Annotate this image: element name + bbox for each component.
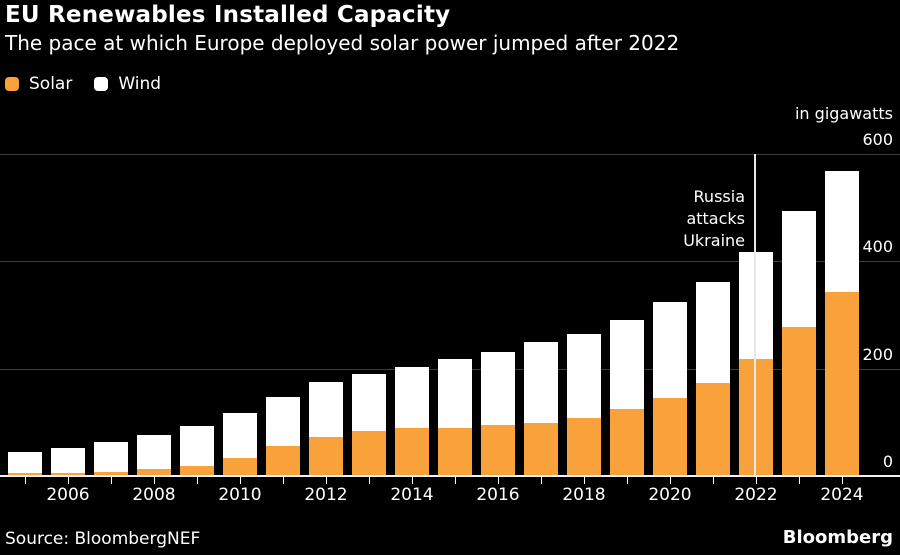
bar-segment-wind-2014 xyxy=(395,366,429,429)
y-axis-label-600: 600 xyxy=(862,129,893,149)
y-axis-label-400: 400 xyxy=(862,237,893,256)
x-tick-2012 xyxy=(326,477,327,484)
x-tick-2007 xyxy=(111,477,112,484)
bar-segment-wind-2022 xyxy=(739,251,773,359)
x-tick-2006 xyxy=(68,477,69,484)
bar-segment-solar-2011 xyxy=(266,445,300,475)
bar-segment-solar-2024 xyxy=(825,291,859,475)
bar-segment-solar-2014 xyxy=(395,428,429,475)
x-tick-2022 xyxy=(756,477,757,484)
bar-segment-wind-2019 xyxy=(610,320,644,409)
gridline-600 xyxy=(0,154,900,155)
event-annotation-line-2: attacks xyxy=(686,209,745,228)
bar-segment-wind-2007 xyxy=(94,442,128,472)
y-axis-label-200: 200 xyxy=(862,344,893,364)
x-tick-2020 xyxy=(670,477,671,484)
x-tick-2017 xyxy=(541,477,542,484)
bar-segment-solar-2022 xyxy=(739,358,773,475)
legend-item-wind: Wind xyxy=(94,74,161,94)
bar-segment-solar-2017 xyxy=(524,422,558,475)
x-tick-2014 xyxy=(412,477,413,484)
bar-segment-wind-2006 xyxy=(51,447,85,473)
bar-segment-solar-2021 xyxy=(696,382,730,475)
bar-segment-wind-2005 xyxy=(8,451,42,474)
bar-segment-wind-2020 xyxy=(653,302,687,399)
bar-segment-wind-2011 xyxy=(266,397,300,446)
x-tick-2023 xyxy=(799,477,800,484)
x-tick-2024 xyxy=(842,477,843,484)
bar-segment-wind-2017 xyxy=(524,342,558,423)
x-axis-label-2008: 2008 xyxy=(132,485,176,505)
x-axis-label-2022: 2022 xyxy=(734,485,778,505)
x-tick-2008 xyxy=(154,477,155,484)
bar-segment-wind-2021 xyxy=(696,281,730,383)
bar-segment-wind-2009 xyxy=(180,426,214,466)
bar-segment-solar-2015 xyxy=(438,427,472,475)
bar-segment-wind-2013 xyxy=(352,373,386,432)
bar-segment-solar-2023 xyxy=(782,326,816,475)
x-axis-label-2014: 2014 xyxy=(390,485,434,505)
x-tick-2021 xyxy=(713,477,714,484)
x-tick-2005 xyxy=(25,477,26,484)
legend-swatch-solar xyxy=(5,77,19,91)
x-axis-label-2020: 2020 xyxy=(648,485,692,505)
bar-segment-wind-2010 xyxy=(223,412,257,459)
x-axis-label-2024: 2024 xyxy=(820,485,864,505)
source-label: Source: BloombergNEF xyxy=(5,529,201,549)
bar-segment-solar-2005 xyxy=(8,473,42,475)
x-tick-2011 xyxy=(283,477,284,484)
bar-segment-wind-2016 xyxy=(481,351,515,425)
x-axis-label-2010: 2010 xyxy=(218,485,262,505)
bar-segment-solar-2009 xyxy=(180,465,214,475)
page-subtitle: The pace at which Europe deployed solar … xyxy=(5,31,680,55)
x-tick-2010 xyxy=(240,477,241,484)
x-axis-label-2016: 2016 xyxy=(476,485,520,505)
legend-label-wind: Wind xyxy=(118,74,162,94)
event-annotation-line-3: Ukraine xyxy=(683,231,745,250)
bar-segment-solar-2008 xyxy=(137,469,171,475)
bar-segment-wind-2012 xyxy=(309,382,343,437)
event-annotation: Russia attacks Ukraine xyxy=(683,186,745,252)
x-tick-2018 xyxy=(584,477,585,484)
x-tick-2009 xyxy=(197,477,198,484)
axis-unit-label: in gigawatts xyxy=(794,104,893,123)
x-axis-baseline xyxy=(0,475,900,477)
x-tick-2015 xyxy=(455,477,456,484)
event-line-2022 xyxy=(754,154,756,476)
x-axis-label-2018: 2018 xyxy=(562,485,606,505)
bar-segment-solar-2020 xyxy=(653,398,687,475)
page-title: EU Renewables Installed Capacity xyxy=(5,2,451,28)
bar-segment-solar-2013 xyxy=(352,431,386,475)
legend-swatch-wind xyxy=(94,77,109,91)
bar-segment-solar-2016 xyxy=(481,425,515,475)
bar-segment-solar-2012 xyxy=(309,436,343,475)
bar-segment-wind-2023 xyxy=(782,210,816,327)
bar-segment-solar-2010 xyxy=(223,458,257,475)
bar-segment-wind-2018 xyxy=(567,334,601,419)
y-axis-label-0: 0 xyxy=(882,452,893,471)
bar-segment-wind-2024 xyxy=(825,170,859,292)
gridline-400 xyxy=(0,261,900,262)
bar-segment-wind-2015 xyxy=(438,359,472,428)
legend-label-solar: Solar xyxy=(29,74,73,94)
x-tick-2016 xyxy=(498,477,499,484)
x-tick-2013 xyxy=(369,477,370,484)
bar-segment-solar-2006 xyxy=(51,472,85,475)
legend-item-solar: Solar xyxy=(5,74,72,94)
bar-segment-solar-2007 xyxy=(94,471,128,475)
event-annotation-line-1: Russia xyxy=(693,187,745,206)
bar-segment-solar-2018 xyxy=(567,418,601,475)
legend: Solar Wind xyxy=(5,74,161,94)
bar-segment-solar-2019 xyxy=(610,408,644,475)
x-axis-label-2012: 2012 xyxy=(304,485,348,505)
x-tick-2019 xyxy=(627,477,628,484)
bar-segment-wind-2008 xyxy=(137,435,171,470)
x-axis-label-2006: 2006 xyxy=(46,485,90,505)
brand-logo: Bloomberg xyxy=(782,527,893,548)
